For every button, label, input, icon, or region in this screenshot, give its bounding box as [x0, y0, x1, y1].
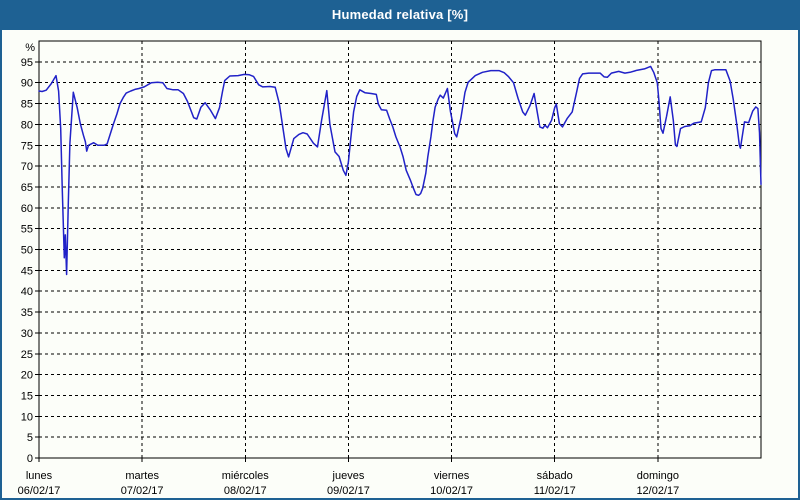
- x-day-label: lunes: [26, 470, 53, 482]
- x-date-label: 11/02/17: [534, 485, 576, 497]
- y-tick-label: 0: [27, 453, 33, 465]
- x-day-label: jueves: [332, 470, 365, 482]
- y-tick-label: 40: [21, 286, 33, 298]
- y-tick-label: 45: [21, 265, 33, 277]
- x-day-label: sábado: [537, 470, 573, 482]
- y-tick-label: 10: [21, 411, 33, 423]
- x-date-label: 06/02/17: [18, 485, 61, 497]
- x-date-label: 08/02/17: [224, 485, 267, 497]
- y-tick-label: 30: [21, 328, 33, 340]
- chart-title: Humedad relativa [%]: [331, 7, 469, 22]
- y-tick-label: 90: [21, 78, 33, 90]
- axis-ticks: [35, 61, 659, 462]
- y-tick-label: 55: [21, 224, 33, 236]
- y-axis-unit-label: %: [25, 42, 35, 54]
- x-day-label: miércoles: [222, 470, 270, 482]
- y-tick-label: 75: [21, 140, 33, 152]
- x-date-label: 12/02/17: [636, 485, 679, 497]
- y-tick-label: 85: [21, 99, 33, 111]
- y-tick-label: 25: [21, 349, 33, 361]
- x-date-label: 09/02/17: [327, 485, 370, 497]
- x-date-label: 10/02/17: [430, 485, 473, 497]
- y-tick-label: 5: [27, 432, 33, 444]
- x-date-label: 07/02/17: [121, 485, 164, 497]
- y-tick-label: 35: [21, 307, 33, 319]
- gridlines: [39, 41, 761, 458]
- x-day-label: viernes: [434, 470, 470, 482]
- humidity-series-line: [38, 65, 762, 276]
- y-tick-label: 50: [21, 245, 33, 257]
- y-tick-label: 15: [21, 390, 33, 402]
- y-tick-label: 60: [21, 203, 33, 215]
- x-day-label: martes: [125, 470, 159, 482]
- x-day-label: domingo: [637, 470, 679, 482]
- y-tick-label: 80: [21, 119, 33, 131]
- y-tick-label: 70: [21, 161, 33, 173]
- axis-labels: 0 5 10 15 20 25 30 35 40 45 50 55 60 65 70 75 80 85 90 95 lu…: [18, 57, 680, 497]
- title-bar: Humedad relativa [%]: [2, 2, 798, 30]
- y-tick-label: 20: [21, 370, 33, 382]
- y-tick-label: 95: [21, 57, 33, 69]
- y-tick-label: 65: [21, 182, 33, 194]
